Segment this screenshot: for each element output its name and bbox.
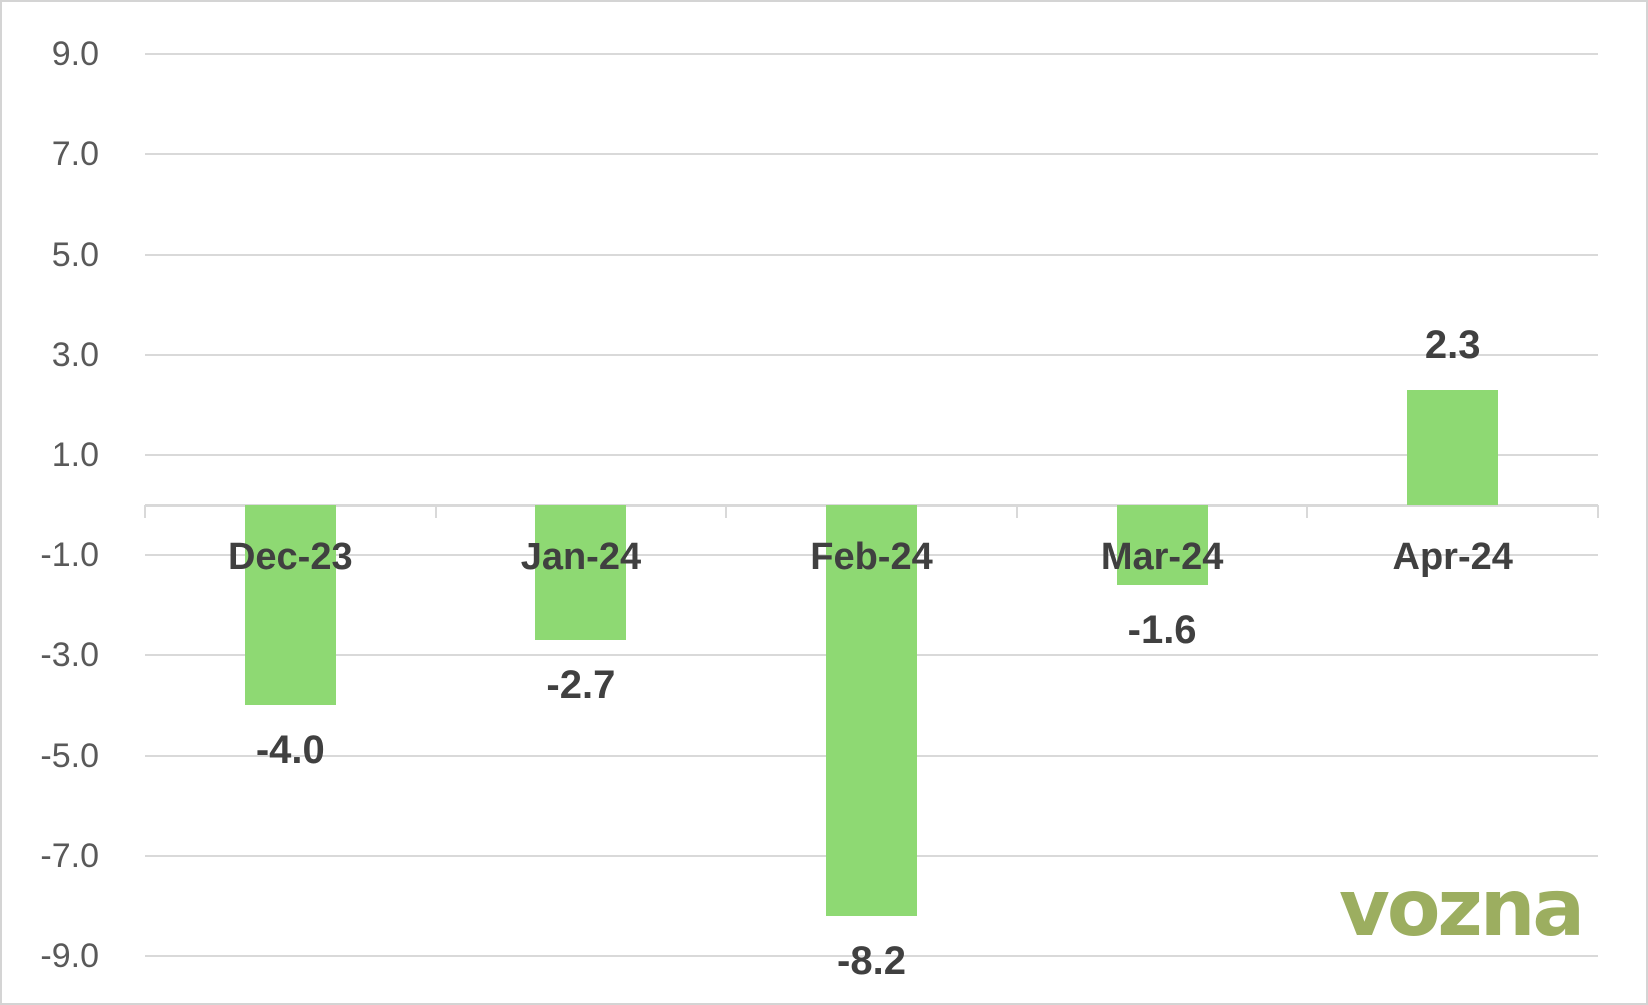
gridline (145, 453, 1598, 456)
bar (1407, 389, 1499, 505)
category-label: Dec-23 (227, 536, 353, 578)
bar-value-label: -1.6 (1127, 608, 1197, 653)
category-label: Apr-24 (1392, 536, 1513, 578)
y-axis-tick-label: -3.0 (40, 636, 99, 675)
bar-value-label: 2.3 (1424, 322, 1481, 367)
gridline (145, 153, 1598, 156)
gridline (145, 253, 1598, 256)
x-axis-tick (725, 505, 728, 518)
gridline (145, 53, 1598, 56)
y-axis-tick-label: 3.0 (51, 335, 99, 374)
gridline (145, 954, 1598, 957)
bar-value-label: -8.2 (837, 938, 906, 983)
y-axis-tick-label: 1.0 (51, 435, 99, 474)
bar-value-label: -4.0 (255, 728, 325, 773)
bar (535, 505, 627, 641)
bar (826, 505, 917, 916)
x-axis-tick (144, 505, 146, 518)
bar (1116, 505, 1208, 586)
y-axis-tick-label: -1.0 (40, 536, 99, 575)
category-label: Jan-24 (520, 536, 642, 578)
x-axis-tick (1015, 505, 1018, 518)
category-label: Feb-24 (810, 536, 933, 578)
x-axis-tick (1597, 505, 1599, 518)
vozna-logo: vozna (1339, 864, 1585, 954)
x-axis-tick (434, 505, 437, 518)
bar-value-label: -2.7 (546, 663, 616, 708)
y-axis-tick-label: -7.0 (40, 836, 99, 875)
gridline (145, 353, 1598, 356)
y-axis-tick-label: 7.0 (51, 135, 99, 174)
category-label: Mar-24 (1100, 536, 1224, 578)
y-axis-tick-label: 5.0 (51, 235, 99, 274)
bar (244, 505, 336, 706)
y-axis-tick-label: -9.0 (40, 936, 99, 975)
y-axis-tick-label: -5.0 (40, 736, 99, 775)
y-axis-tick-label: 9.0 (51, 35, 99, 74)
x-axis-tick (1306, 505, 1309, 518)
